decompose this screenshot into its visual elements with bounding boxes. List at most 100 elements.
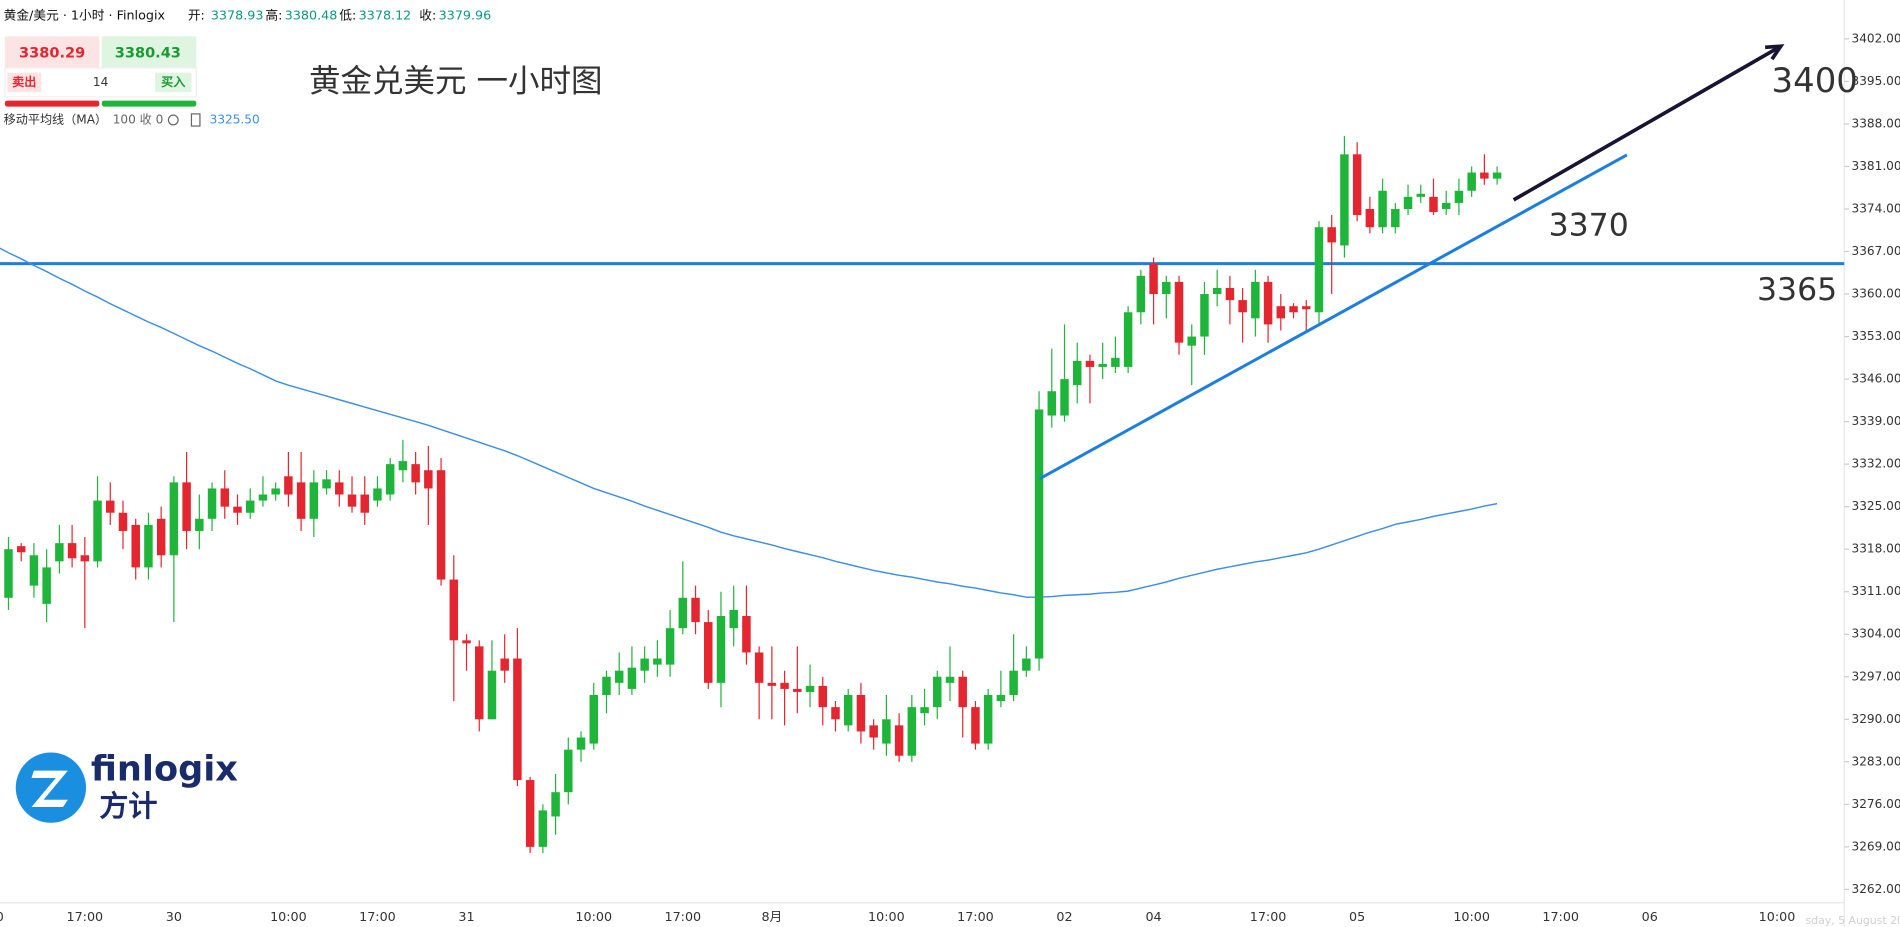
y-tick-label: 3332.00 (1852, 457, 1900, 471)
candle-body (996, 694, 1006, 702)
delete-icon[interactable] (190, 113, 201, 127)
candle-body (1098, 363, 1107, 367)
sell-box[interactable] (4, 36, 100, 68)
candle-body (1429, 196, 1438, 213)
candle-body (767, 682, 777, 686)
candle-body (754, 652, 764, 683)
candle-body (564, 749, 573, 793)
sell-tag (7, 72, 42, 93)
y-tick-label: 3297.00 (1852, 669, 1900, 683)
y-tick-label: 3402.00 (1852, 31, 1900, 45)
candle-body (207, 488, 217, 519)
candle-body (29, 555, 39, 586)
candle-body (1162, 281, 1171, 295)
candle-body (1467, 172, 1476, 191)
candle-body (551, 792, 560, 817)
candle-body (793, 688, 802, 692)
candle-body (1123, 312, 1133, 367)
x-tick-label: 17:00 (1250, 909, 1287, 924)
x-tick-label: 10:00 (270, 909, 307, 924)
x-tick-label: 30 (166, 909, 182, 924)
ma-line (0, 247, 1498, 598)
candle-body (335, 482, 344, 495)
candle-body (347, 494, 357, 507)
candle-body (729, 609, 738, 629)
candle-body (182, 482, 191, 531)
candle-body (576, 737, 586, 750)
sell-button[interactable]: 卖出 (12, 74, 36, 89)
arrow (1512, 44, 1782, 202)
y-tick-label: 3262.00 (1852, 882, 1900, 896)
candle-body (614, 670, 624, 683)
candle-body (1454, 190, 1464, 203)
sell-bar (4, 100, 100, 107)
candle-body (869, 725, 878, 738)
candle-body (704, 622, 713, 683)
candle-body (627, 667, 637, 689)
low-label: 低: (339, 7, 356, 22)
candle-body (882, 719, 891, 744)
date-stamp: sday, 5 August 20 (1805, 914, 1900, 927)
candle-body (487, 670, 497, 720)
candle-body (42, 567, 51, 604)
candle-body (945, 676, 955, 683)
chart-title: 黄金兑美元 一小时图 (309, 63, 603, 99)
candle-body (233, 506, 242, 513)
candle-body (665, 628, 675, 665)
y-tick-label: 3360.00 (1852, 287, 1900, 301)
low-value: 3378.12 (359, 7, 412, 22)
candle-body (271, 488, 280, 495)
candle-body (742, 616, 751, 653)
candle-body (131, 524, 140, 568)
x-tick-label: 10:00 (868, 909, 905, 924)
candle-body (843, 694, 853, 726)
candle-body (462, 640, 471, 644)
y-tick-label: 3374.00 (1852, 201, 1900, 215)
candle-body (1085, 360, 1095, 367)
logo-brand: finlogix (91, 749, 238, 790)
candle-body (640, 658, 649, 671)
candle-body (1149, 263, 1158, 295)
candle-body (907, 707, 917, 756)
y-tick-label: 3325.00 (1852, 499, 1900, 513)
candle-body (424, 470, 433, 489)
candle-body (245, 500, 255, 513)
candle-body (1187, 336, 1196, 346)
high-value: 3380.48 (285, 7, 338, 22)
x-tick-label: 17:00 (66, 909, 103, 924)
candle-body (716, 616, 726, 683)
candle-body (894, 725, 904, 756)
x-tick-label: 8月 (761, 909, 782, 924)
logo-z (31, 770, 68, 808)
buy-button[interactable]: 买入 (161, 75, 186, 89)
candle-body (1174, 281, 1184, 343)
candle-body (691, 597, 700, 623)
candle-body (449, 579, 459, 641)
candle-body (322, 479, 331, 489)
candle-body (983, 694, 993, 744)
candle-body (195, 518, 204, 531)
candle-body (309, 482, 319, 519)
candle-body (1340, 154, 1349, 246)
candle-body (1251, 281, 1260, 319)
ma-name: 移动平均线（MA） (4, 112, 108, 126)
candle-body (1200, 294, 1209, 337)
candle-body (118, 512, 128, 531)
candle-body (1403, 196, 1413, 209)
candle-body (1314, 227, 1324, 313)
candle-body (93, 500, 102, 562)
x-tick-label: 17:00 (1542, 909, 1579, 924)
candle-body (525, 780, 535, 847)
x-tick-label: 17:00 (957, 909, 994, 924)
candle-body (296, 482, 306, 519)
y-tick-label: 3346.00 (1852, 372, 1900, 386)
buy-box[interactable] (101, 36, 197, 68)
settings-icon[interactable] (167, 114, 179, 126)
annotation: 3365 (1757, 272, 1837, 308)
candle-body (1441, 202, 1451, 209)
logo-cn: 方计 (99, 789, 157, 823)
sell-price: 3380.29 (19, 45, 85, 61)
candle-body (500, 658, 509, 671)
candle-body (1263, 281, 1273, 325)
candle-body (856, 694, 866, 732)
